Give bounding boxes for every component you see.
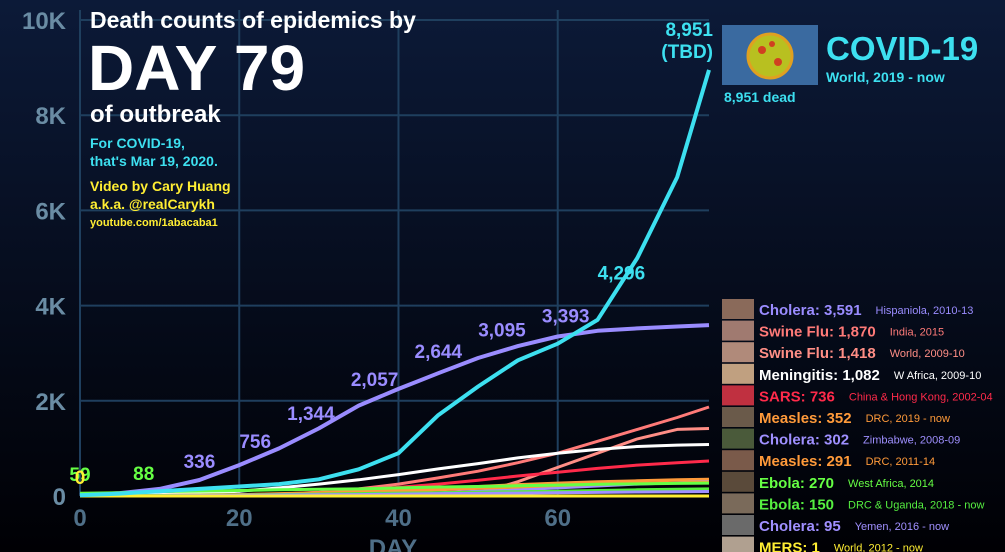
featured-dead: 8,951 dead — [724, 89, 796, 105]
legend-label: Ebola: 270 — [759, 475, 834, 492]
virus-icon — [746, 32, 794, 80]
legend-thumbnail — [722, 536, 754, 552]
legend-thumbnail — [722, 299, 754, 319]
legend-thumbnail — [722, 385, 754, 406]
legend-place: Yemen, 2016 - now — [855, 521, 949, 533]
data-label: 88 — [133, 464, 154, 485]
legend-thumbnail — [722, 363, 754, 384]
plot-lines — [79, 69, 711, 498]
subheadline: of outbreak — [90, 101, 221, 128]
credit: Video by Cary Huang — [90, 178, 231, 194]
y-tick-label: 6K — [35, 198, 66, 225]
data-label: 756 — [239, 432, 271, 453]
legend-place: World, 2012 - now — [834, 543, 923, 552]
virus-spike — [758, 46, 766, 54]
legend-label: Cholera: 95 — [759, 518, 841, 535]
legend-thumbnail — [722, 493, 754, 514]
virus-spike — [769, 41, 775, 47]
legend-place: Hispaniola, 2010-13 — [876, 305, 974, 317]
legend-label: Swine Flu: 1,418 — [759, 345, 876, 362]
x-tick-label: 60 — [544, 505, 571, 532]
data-label: 3,393 — [542, 306, 590, 327]
x-tick-label: 20 — [226, 505, 253, 532]
legend-thumbnail — [722, 320, 754, 341]
credit: youtube.com/1abacaba1 — [90, 217, 218, 229]
note: For COVID-19, — [90, 135, 185, 151]
legend-thumbnail — [722, 342, 754, 363]
data-label: 8,951 — [665, 20, 713, 41]
grid: 0 2K 4K 6K 8K 10K 0 20 40 60 — [22, 8, 709, 532]
legend-place: DRC, 2011-14 — [866, 456, 936, 468]
legend-thumbnail — [722, 515, 754, 535]
legend-label: Cholera: 3,591 — [759, 302, 862, 319]
legend-label: Cholera: 302 — [759, 432, 849, 449]
legend-place: China & Hong Kong, 2002-04 — [849, 391, 993, 403]
legend-place: Zimbabwe, 2008-09 — [863, 435, 960, 447]
legend-label: Ebola: 150 — [759, 496, 834, 513]
featured-image — [722, 25, 818, 85]
x-tick-label: 40 — [385, 505, 412, 532]
data-label: 336 — [184, 452, 216, 473]
legend-label: SARS: 736 — [759, 388, 835, 405]
data-label: 2,057 — [351, 370, 399, 391]
data-note: (TBD) — [661, 42, 713, 63]
x-axis-label: DAY — [369, 535, 417, 552]
series-line — [79, 323, 710, 497]
y-tick-label: 8K — [35, 103, 66, 130]
legend-place: DRC & Uganda, 2018 - now — [848, 499, 984, 511]
legend-place: W Africa, 2009-10 — [894, 370, 981, 382]
data-label: 2,644 — [415, 342, 463, 363]
legend-label: Measles: 291 — [759, 453, 852, 470]
y-tick-label: 0 — [53, 484, 66, 511]
legend-place: DRC, 2019 - now — [866, 413, 950, 425]
data-label: 0 — [75, 468, 86, 489]
headline: DAY 79 — [88, 32, 305, 104]
legend-label: Swine Flu: 1,870 — [759, 324, 876, 341]
legend-thumbnail — [722, 428, 754, 449]
overlay-text: Death counts of epidemics by DAY 79 of o… — [88, 7, 417, 552]
chart-title: Death counts of epidemics by — [90, 7, 416, 33]
virus-spike — [774, 58, 782, 66]
legend-place: World, 2009-10 — [890, 348, 965, 360]
legend-label: MERS: 1 — [759, 540, 820, 552]
featured-name: COVID-19 — [826, 30, 978, 67]
legend-thumbnail — [722, 471, 754, 492]
legend-label: Measles: 352 — [759, 410, 852, 427]
note: that's Mar 19, 2020. — [90, 153, 218, 169]
data-label: 1,344 — [287, 404, 335, 425]
y-tick-label: 2K — [35, 389, 66, 416]
legend-thumbnail — [722, 450, 754, 471]
data-label: 59 — [69, 465, 90, 486]
legend-label: Meningitis: 1,082 — [759, 367, 880, 384]
series-line — [79, 443, 710, 498]
point-labels: 4,296 8,951(TBD) 336 756 1,344 2,057 2,644 3,09… — [69, 20, 713, 489]
x-tick-label: 0 — [73, 505, 86, 532]
data-label: 3,095 — [478, 321, 526, 342]
legend-place: India, 2015 — [890, 327, 944, 339]
y-tick-label: 10K — [22, 8, 67, 35]
series-line — [79, 69, 711, 498]
credit: a.k.a. @realCarykh — [90, 196, 215, 212]
legend-thumbnail — [722, 407, 754, 427]
legend-place: West Africa, 2014 — [848, 478, 934, 490]
y-tick-label: 4K — [35, 294, 66, 321]
data-label: 4,296 — [598, 264, 646, 285]
featured-place: World, 2019 - now — [826, 69, 945, 85]
